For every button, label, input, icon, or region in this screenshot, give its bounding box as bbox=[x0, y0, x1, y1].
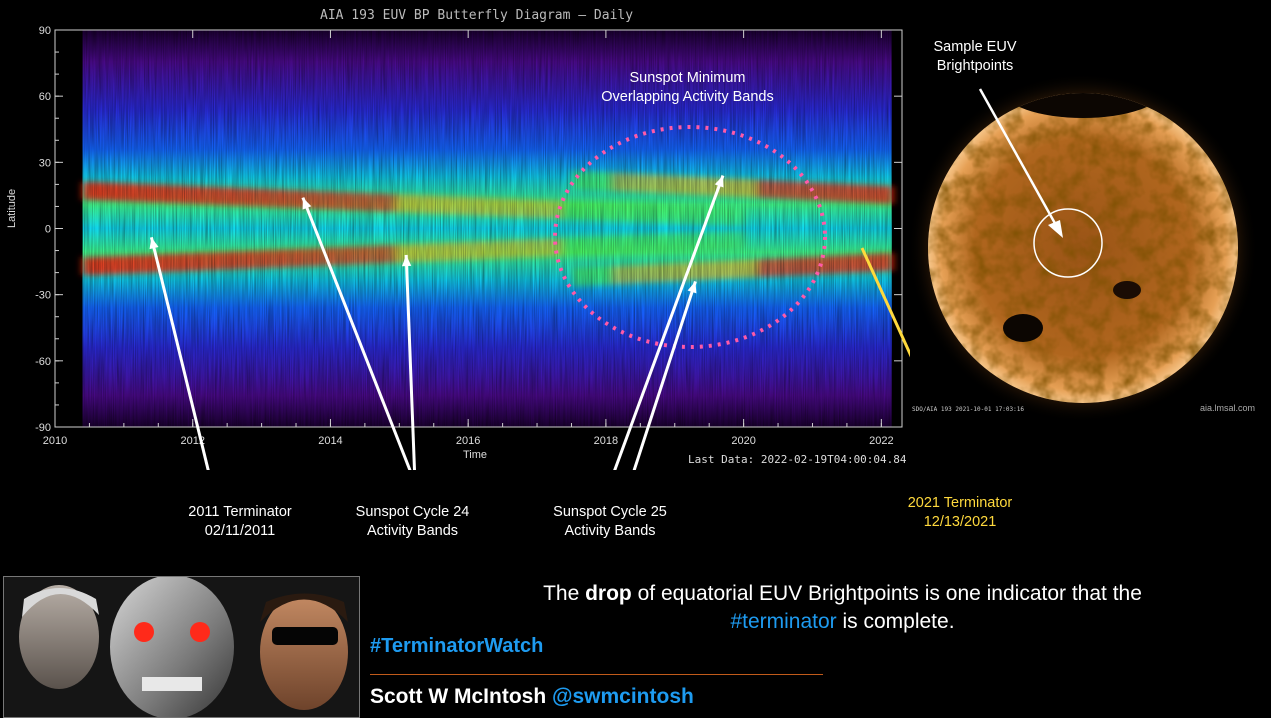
chart-title: AIA 193 EUV BP Butterfly Diagram — Daily bbox=[320, 8, 634, 23]
y-tick-label: -60 bbox=[35, 356, 51, 368]
author-name: Scott W McIntosh bbox=[370, 685, 547, 708]
x-tick-label: 2018 bbox=[594, 435, 618, 447]
terminator-photo-art bbox=[4, 577, 359, 717]
message-bold-word: drop bbox=[585, 582, 632, 605]
brightpoint-circle bbox=[1033, 208, 1103, 278]
minimum-circle bbox=[553, 125, 827, 349]
coronal-hole-south bbox=[1003, 314, 1043, 342]
endo-eye-left bbox=[134, 622, 154, 642]
footer-divider bbox=[370, 674, 823, 675]
endo-eye-right bbox=[190, 622, 210, 642]
terminatorwatch-hashtag[interactable]: #TerminatorWatch bbox=[370, 635, 544, 657]
author-line: Scott W McIntosh @swmcintosh bbox=[370, 685, 694, 709]
x-tick-label: 2020 bbox=[731, 435, 755, 447]
annotation-arrow bbox=[613, 175, 725, 470]
cycle24-label: Sunspot Cycle 24 Activity Bands bbox=[355, 504, 470, 539]
x-axis-label: Time bbox=[463, 449, 488, 461]
sun-texture bbox=[928, 93, 1238, 403]
message-line-1: The drop of equatorial EUV Brightpoints … bbox=[543, 582, 1142, 605]
sun-caption: SDO/AIA 193 2021-10-01 17:03:16 bbox=[912, 406, 1024, 413]
heatmap-texture bbox=[82, 30, 892, 427]
annotation-arrowhead bbox=[401, 254, 412, 267]
endoskull bbox=[110, 577, 234, 717]
x-tick-label: 2016 bbox=[456, 435, 480, 447]
butterfly-chart: 2010 2012 2014 2016 2018 2020 20229060300-30-6… bbox=[35, 25, 910, 470]
y-axis-label: Latitude bbox=[6, 188, 18, 228]
x-tick-label: 2014 bbox=[318, 435, 342, 447]
terminator-2011-label: 2011 Terminator 02/11/2011 bbox=[188, 504, 292, 539]
annotation-arrowhead bbox=[149, 237, 159, 250]
bottom-message: The drop of equatorial EUV Brightpoints … bbox=[470, 580, 1215, 636]
author-handle[interactable]: @swmcintosh bbox=[552, 685, 694, 708]
annotation-arrow bbox=[301, 197, 412, 470]
face-right bbox=[260, 594, 348, 710]
coronal-hole-north bbox=[1003, 93, 1163, 118]
y-tick-label: 30 bbox=[39, 157, 51, 169]
annotation-arrowhead bbox=[714, 175, 724, 188]
y-tick-label: -30 bbox=[35, 290, 51, 302]
annotation-arrowhead bbox=[302, 197, 312, 210]
x-tick-label: 2010 bbox=[43, 435, 67, 447]
message-line-2: #terminator is complete. bbox=[730, 610, 955, 633]
annotation-arrowhead bbox=[687, 281, 697, 294]
annotation-arrow bbox=[149, 236, 210, 470]
sunglasses bbox=[272, 627, 338, 645]
y-tick-label: 60 bbox=[39, 91, 51, 103]
y-tick-label: -90 bbox=[35, 422, 51, 434]
minimum-label: Sunspot Minimum Overlapping Activity Ban… bbox=[601, 70, 774, 105]
annotation-arrow bbox=[632, 280, 697, 470]
y-tick-label: 90 bbox=[39, 25, 51, 37]
sun-image bbox=[908, 73, 1258, 420]
face-left bbox=[19, 585, 99, 689]
sample-arrow-head bbox=[1048, 220, 1063, 238]
coronal-hole-east bbox=[1113, 281, 1141, 299]
terminator-2021-line bbox=[860, 247, 910, 358]
hair-right bbox=[260, 593, 348, 622]
sun-credit: aia.lmsal.com bbox=[1200, 403, 1256, 413]
hair-left bbox=[22, 588, 99, 617]
x-tick-label: 2022 bbox=[869, 435, 893, 447]
endo-teeth bbox=[142, 677, 202, 691]
terminator-2021-label: 2021 Terminator 12/13/2021 bbox=[907, 495, 1013, 530]
cycle25-label: Sunspot Cycle 25 Activity Bands bbox=[553, 504, 667, 539]
sample-brightpoints-label: Sample EUV Brightpoints bbox=[933, 39, 1017, 74]
terminator-hashtag[interactable]: #terminator bbox=[730, 610, 837, 633]
y-tick-label: 0 bbox=[45, 224, 51, 236]
terminator-photo bbox=[3, 576, 360, 718]
last-data-label: Last Data: 2022-02-19T04:00:04.84 bbox=[688, 453, 907, 466]
sample-arrow bbox=[978, 88, 1059, 228]
annotation-arrow bbox=[404, 254, 416, 470]
